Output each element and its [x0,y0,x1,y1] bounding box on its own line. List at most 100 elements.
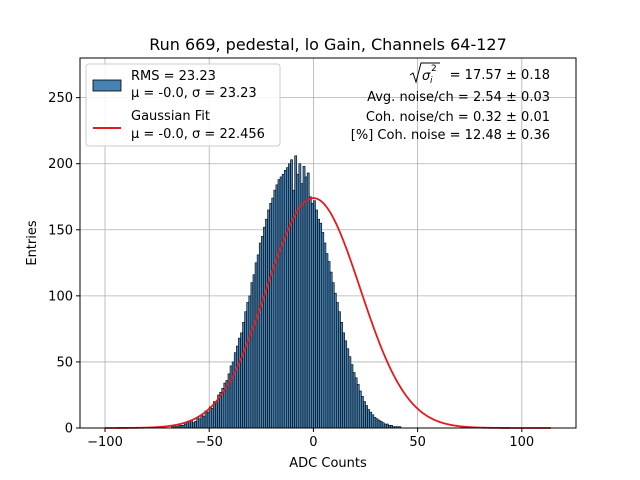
histogram-bar [313,200,316,429]
histogram-bar [367,409,370,429]
histogram-bar [327,261,331,429]
histogram-bar [311,203,314,429]
histogram-bar [258,242,262,429]
histogram-bar [283,170,287,429]
histogram-bar [377,419,381,429]
x-tick-label: 0 [309,435,317,450]
histogram-bar [204,410,208,429]
histogram-bar [292,189,295,429]
annotation-coh-noise-percent: [%] Coh. noise = 12.48 ± 0.36 [351,128,550,143]
histogram-bar [248,295,252,429]
x-tick-label: 50 [409,435,426,450]
histogram-bar [356,384,360,429]
histogram-bar [352,372,356,429]
histogram-bar [358,390,362,429]
histogram-bar [188,421,191,429]
histogram-bar [350,364,354,429]
histogram-bar [240,332,243,429]
x-axis-ticks: −100 −50 0 50 100 [87,428,534,450]
y-axis-label: Entries [25,220,40,266]
histogram-bar [315,209,318,429]
histogram-bar [281,173,285,429]
histogram-bar [290,159,293,429]
sqrt-sigma-symbol: σ i 2 [409,62,440,86]
histogram-bar [273,189,277,429]
histogram-bar [381,422,385,429]
histogram-bar [202,415,206,429]
sigma-subscript: i [430,76,433,86]
histogram-bar [321,232,325,429]
histogram-bar [323,242,327,429]
histogram-bar [275,184,279,429]
histogram-bar [252,274,256,429]
y-tick-label: 50 [56,355,73,370]
histogram-bar [371,414,375,429]
histogram-bar [354,377,358,429]
histogram-bar [379,421,383,429]
histogram-bar [242,321,245,429]
legend-histogram-label: RMS = 23.23 [131,69,216,84]
histogram-bar [244,311,248,429]
histogram-bar [208,406,212,429]
gaussian-fit-layer [105,197,551,429]
histogram-bar [342,332,345,429]
histogram-bar [302,166,306,429]
histogram-bar [325,253,329,429]
x-tick-label: −100 [87,435,123,450]
y-tick-label: 200 [48,157,73,172]
histogram-bar [279,176,283,429]
sqrt-symbol-icon [409,62,440,84]
legend: RMS = 23.23 μ = -0.0, σ = 23.23 Gaussian… [85,63,281,147]
histogram-bar [271,197,275,429]
histogram-bar [319,222,323,429]
y-tick-label: 250 [48,91,73,106]
histogram-bar [363,401,366,429]
x-tick-label: −50 [195,435,222,450]
histogram-bar [206,411,210,429]
annotation-avg-noise: Avg. noise/ch = 2.54 ± 0.03 [367,90,550,105]
annotation-sqrt-sigma: = 17.57 ± 0.18 [450,68,550,83]
histogram-bar [183,423,187,429]
histogram-bar [336,302,339,429]
histogram-bar [308,196,312,429]
y-tick-label: 0 [65,422,73,437]
histogram-bar [256,254,260,429]
histogram-bar [194,421,198,429]
sigma-glyph: σ [422,69,431,84]
x-axis-label: ADC Counts [289,456,367,471]
histogram-bar [306,172,310,429]
histogram-bar [236,345,239,429]
histogram-bar [261,236,264,429]
histogram-bar [198,418,202,429]
histogram-bar [348,356,352,429]
legend-box [85,63,281,147]
histogram-bar [361,395,364,429]
legend-fit-stats: μ = -0.0, σ = 22.456 [131,127,265,142]
histogram-bar [185,422,189,429]
histogram-bar [229,365,233,429]
histogram-bar [288,163,291,429]
histogram-bar [254,262,258,429]
sigma-superscript: 2 [431,64,437,74]
legend-histogram-swatch [92,79,122,92]
y-axis-ticks: 0 50 100 150 200 250 [48,91,80,437]
y-tick-label: 150 [48,223,73,238]
y-tick-label: 100 [48,289,73,304]
histogram-bar [192,422,195,429]
histogram-bar [215,402,218,429]
histogram-bar [365,405,368,429]
histogram-bar [250,282,254,429]
histogram-bar [210,407,214,429]
histogram-bar [386,423,389,429]
histogram-bar [317,218,320,429]
plot-frame [79,57,577,429]
annotation-coh-noise: Coh. noise/ch = 0.32 ± 0.01 [366,110,550,125]
histogram-bar [331,282,335,429]
histogram-bar [286,167,289,429]
histogram-bar [298,163,302,429]
histogram-bar [200,414,204,429]
histogram-bar [263,226,266,429]
histogram-bar [267,209,270,429]
histogram-bar [333,292,337,429]
